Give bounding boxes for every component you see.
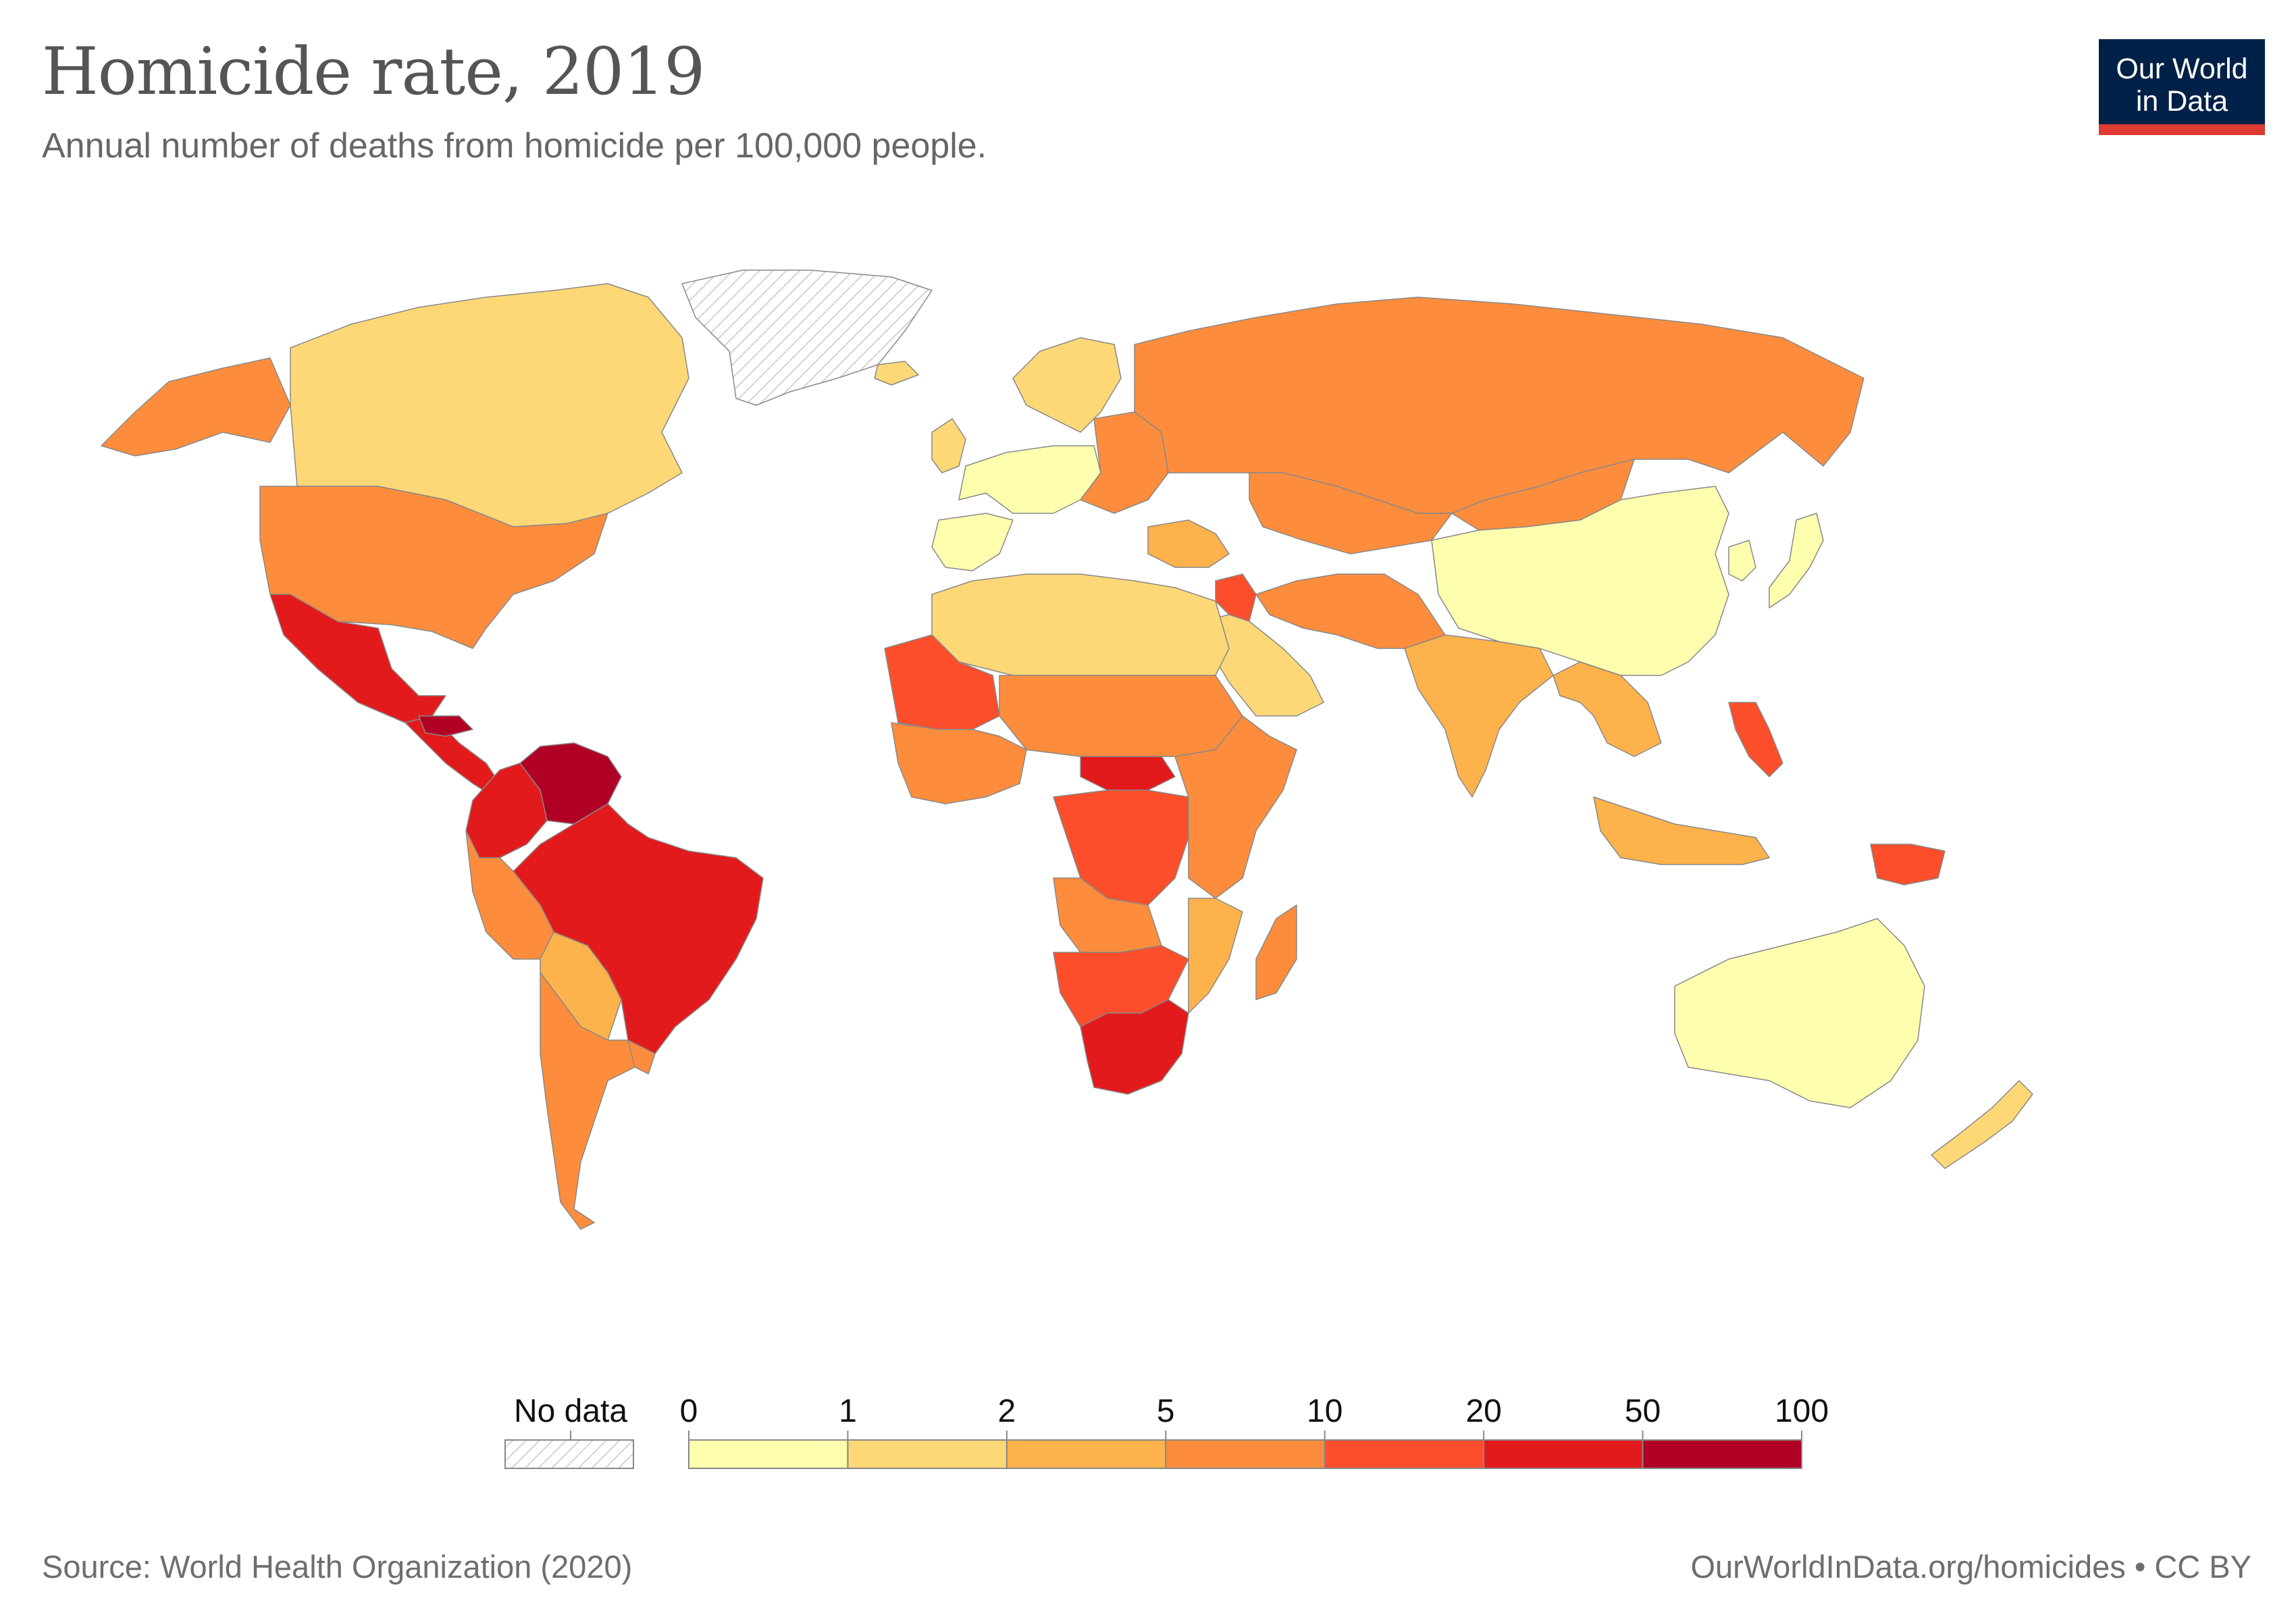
legend-tick-label: 20 [1465, 1393, 1501, 1429]
region-greenland[interactable] [681, 269, 933, 406]
legend-bin-4[interactable] [1324, 1439, 1485, 1469]
source-note: Source: World Health Organization (2020) [42, 1549, 633, 1585]
region-alaska[interactable] [101, 357, 291, 457]
legend-tick-label: 0 [680, 1393, 698, 1429]
region-dr-congo[interactable] [1053, 790, 1189, 906]
legend-tick-label: 1 [839, 1393, 857, 1429]
region-uk-ireland[interactable] [931, 418, 966, 473]
legend-bin-3[interactable] [1165, 1439, 1326, 1469]
region-australia[interactable] [1674, 918, 1925, 1108]
region-argentina-chile[interactable] [540, 972, 635, 1230]
color-legend: No data 0 1 2 5 10 20 50 100 [504, 1393, 1829, 1469]
legend-no-data-label: No data [514, 1393, 627, 1429]
region-uruguay[interactable] [627, 1039, 656, 1075]
region-indonesia[interactable] [1593, 796, 1770, 865]
world-map [101, 269, 2033, 1230]
region-iraq[interactable] [1215, 573, 1257, 622]
legend-tick-label: 100 [1775, 1393, 1829, 1429]
region-iceland[interactable] [874, 361, 919, 386]
legend-tick-label: 5 [1157, 1393, 1175, 1429]
credit-link[interactable]: OurWorldInData.org/homicides • CC BY [1690, 1549, 2251, 1585]
legend-bin-1[interactable] [847, 1439, 1008, 1469]
region-mexico[interactable] [269, 594, 446, 723]
region-philippines[interactable] [1728, 702, 1783, 777]
region-iran-afghanistan-pakistan[interactable] [1255, 573, 1446, 649]
legend-tick-label: 10 [1307, 1393, 1342, 1429]
region-madagascar[interactable] [1255, 904, 1297, 1000]
logo-accent-bar [2099, 124, 2265, 135]
legend-bin-5[interactable] [1483, 1439, 1644, 1469]
region-west-africa[interactable] [891, 722, 1027, 804]
legend-bin-6[interactable] [1642, 1439, 1803, 1469]
region-saudi-arabia[interactable] [1201, 614, 1324, 717]
legend-no-data-swatch[interactable] [504, 1439, 634, 1469]
logo-line-2: in Data [2135, 85, 2228, 118]
region-india[interactable] [1404, 634, 1554, 798]
region-middle-east[interactable] [1147, 519, 1230, 568]
region-east-africa[interactable] [1174, 715, 1297, 899]
region-russia[interactable] [1134, 297, 1864, 514]
region-west-europe[interactable] [958, 445, 1101, 514]
region-scandinavia[interactable] [1012, 337, 1122, 433]
region-southeast-asia[interactable] [1553, 661, 1662, 757]
region-central-african-republic[interactable] [1080, 756, 1176, 791]
region-papua-new-guinea[interactable] [1870, 844, 1946, 885]
region-iberia[interactable] [931, 513, 1014, 571]
logo-line-1: Our World [2116, 53, 2248, 85]
legend-bin-0[interactable] [688, 1439, 849, 1469]
region-south-africa[interactable] [1080, 999, 1189, 1095]
region-korea[interactable] [1728, 540, 1756, 582]
region-new-zealand[interactable] [1931, 1080, 2033, 1169]
owid-logo[interactable]: Our World in Data [2099, 39, 2265, 135]
chart-subtitle: Annual number of deaths from homicide pe… [42, 126, 987, 165]
legend-tick-label: 2 [998, 1393, 1016, 1429]
region-japan[interactable] [1769, 513, 1824, 609]
region-north-africa[interactable] [931, 573, 1230, 676]
legend-bin-2[interactable] [1006, 1439, 1167, 1469]
chart-title: Homicide rate, 2019 [42, 34, 705, 109]
region-honduras[interactable] [418, 715, 473, 737]
region-mozambique[interactable] [1188, 898, 1243, 1014]
legend-tick-label: 50 [1625, 1393, 1661, 1429]
region-sahel[interactable] [999, 675, 1243, 757]
